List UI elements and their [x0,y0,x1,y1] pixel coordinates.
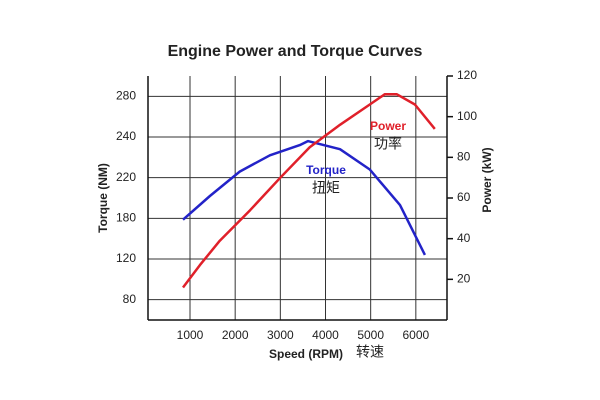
x-tick-label: 6000 [402,328,429,342]
y2-tick-label: 60 [457,190,471,204]
y2-tick-label: 40 [457,231,471,245]
x-tick-label: 4000 [312,328,339,342]
y-tick-label: 280 [116,89,136,103]
chart-title: Engine Power and Torque Curves [168,43,423,60]
x-tick-label: 2000 [222,328,249,342]
series-label: Power [370,119,406,133]
y-tick-label: 220 [116,170,136,184]
x-tick-label: 5000 [357,328,384,342]
series-label: Torque [306,163,346,177]
y-tick-label: 120 [116,251,136,265]
x-axis-label: Speed (RPM) [269,347,343,361]
y-axis-label: Torque (NM) [96,163,110,233]
annotation: 转速 [356,344,384,360]
y-tick-label: 80 [123,292,137,306]
y2-tick-label: 120 [457,68,477,82]
y-tick-label: 240 [116,129,136,143]
y-tick-label: 180 [116,211,136,225]
x-tick-label: 3000 [267,328,294,342]
y2-tick-label: 80 [457,150,471,164]
x-tick-label: 1000 [177,328,204,342]
y2-tick-label: 20 [457,272,471,286]
series-line [182,93,436,289]
y2-axis-label: Power (kW) [480,147,494,212]
y2-tick-label: 100 [457,109,477,123]
annotation: 功率 [374,136,402,152]
series-line [182,139,427,256]
